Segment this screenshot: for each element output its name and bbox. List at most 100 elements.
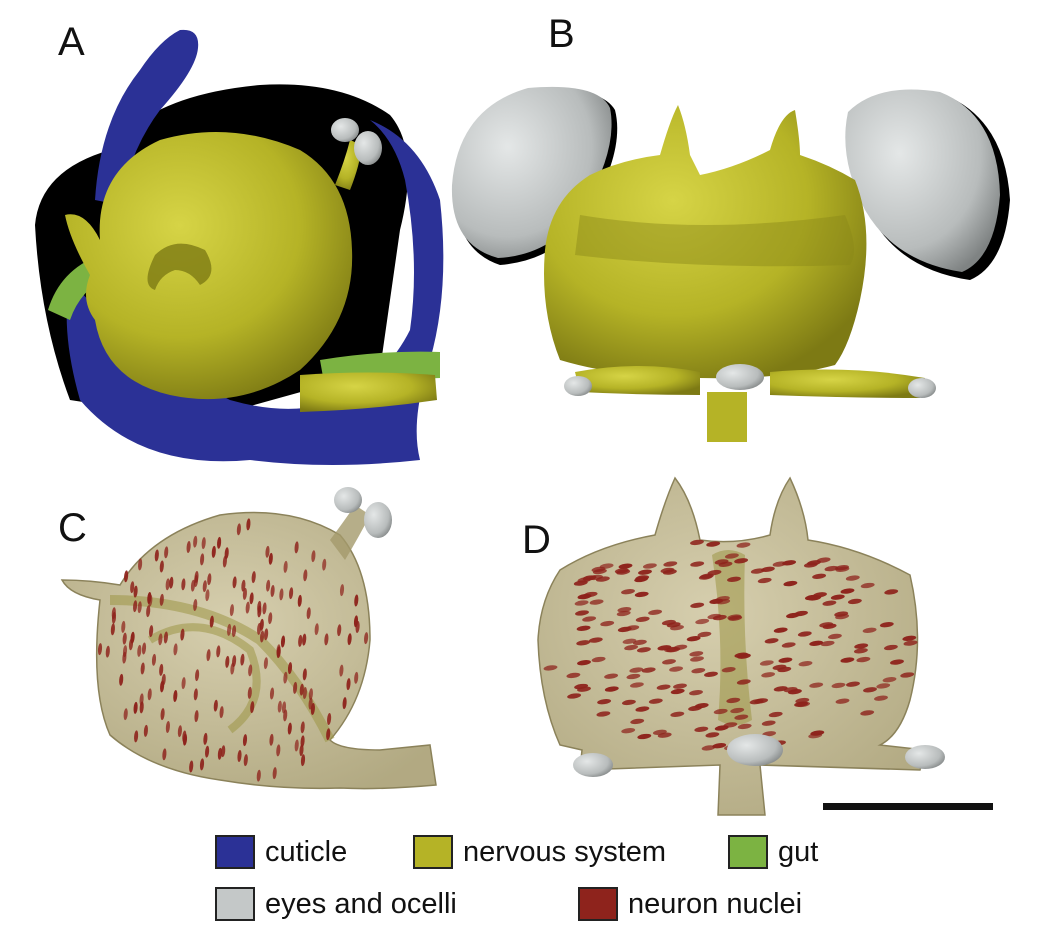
neuron-nucleus xyxy=(781,642,796,648)
neuron-nucleus xyxy=(121,620,126,633)
panel-a xyxy=(35,29,444,465)
neuron-nucleus xyxy=(902,635,917,641)
neuron-nucleus xyxy=(840,588,855,594)
neuron-nucleus xyxy=(221,745,226,758)
neuron-nucleus xyxy=(232,655,237,668)
neuron-nucleus xyxy=(137,644,142,657)
neuron-nucleus xyxy=(279,588,284,601)
neuron-nucleus xyxy=(242,734,248,747)
neuron-nucleus xyxy=(213,699,218,712)
neuron-nucleus xyxy=(306,607,311,620)
neuron-nucleus xyxy=(903,640,918,646)
neuron-nucleus xyxy=(302,687,307,699)
neuron-nucleus xyxy=(648,609,663,615)
neuron-nucleus xyxy=(119,673,124,686)
neuron-nucleus xyxy=(257,600,262,613)
neuron-nucleus xyxy=(180,628,185,641)
brain-b-shade xyxy=(575,215,854,267)
neuron-nucleus xyxy=(824,565,839,572)
neuron-nucleus xyxy=(728,615,743,621)
neuron-nucleus xyxy=(618,563,633,569)
neuron-nucleus xyxy=(809,682,824,688)
neuron-nucleus xyxy=(614,568,629,574)
neuron-nucleus xyxy=(860,582,875,589)
neuron-nucleus xyxy=(160,708,165,721)
neuron-nucleus xyxy=(190,579,196,592)
neuron-nucleus xyxy=(705,732,720,738)
neuron-nucleus xyxy=(209,615,214,628)
neuron-nucleus xyxy=(686,636,701,642)
neuron-nucleus xyxy=(831,682,846,689)
neuron-nucleus xyxy=(158,633,163,646)
legend-item-cuticle: cuticle xyxy=(215,835,347,869)
neuron-nucleus xyxy=(163,631,168,644)
neuron-nucleus xyxy=(690,656,704,662)
neuron-nucleus xyxy=(299,744,304,757)
panel-label-d: D xyxy=(522,518,551,562)
neuron-nucleus xyxy=(589,574,603,581)
neuron-nucleus xyxy=(713,708,728,715)
neuron-nucleus xyxy=(269,687,275,700)
neuron-nucleus xyxy=(794,701,809,707)
neuron-nucleus xyxy=(622,638,637,644)
neuron-nucleus xyxy=(302,633,307,646)
neuron-nucleus xyxy=(236,523,241,536)
nervous-tube xyxy=(300,372,437,412)
neuron-nucleus xyxy=(308,688,313,701)
neuron-nucleus xyxy=(854,643,869,649)
neuron-nucleus xyxy=(143,724,148,737)
neuron-nucleus xyxy=(820,640,835,647)
neuron-nucleus xyxy=(835,613,850,620)
neuron-nucleus xyxy=(736,653,751,659)
neuron-nucleus xyxy=(883,644,898,651)
neuron-nucleus xyxy=(884,589,899,595)
neuron-nucleus xyxy=(138,558,143,571)
cuticle-swatch xyxy=(215,835,255,869)
neuron-nucleus xyxy=(245,601,250,614)
neuron-nucleus xyxy=(670,625,684,631)
neuron-nucleus xyxy=(151,653,157,666)
neuron-nucleus xyxy=(599,563,614,569)
neuron-nucleus xyxy=(750,568,765,574)
neuron-nucleus xyxy=(596,711,611,717)
neuron-nucleus xyxy=(276,644,281,657)
neuron-nucleus xyxy=(662,659,676,665)
neuron-nucleus xyxy=(324,633,329,646)
neuron-nucleus xyxy=(122,645,128,658)
neuron-nucleus xyxy=(600,620,615,627)
legend-item-gut: gut xyxy=(728,835,818,869)
neuron-nucleus xyxy=(625,625,640,631)
neuron-nucleus xyxy=(206,649,211,662)
neuron-nucleus xyxy=(294,541,299,554)
neuron-nucleus xyxy=(322,558,327,571)
neuron-nucleus xyxy=(690,602,705,608)
neuron-nucleus xyxy=(648,698,663,704)
neuron-nucleus xyxy=(165,578,170,591)
neuron-nucleus xyxy=(582,616,597,622)
neuron-nucleus xyxy=(232,576,237,589)
neuron-nucleus xyxy=(177,725,182,738)
neuron-nucleus xyxy=(890,659,904,665)
neuron-nucleus xyxy=(629,667,644,673)
neuron-nucleus xyxy=(634,576,649,583)
neuron-nucleus xyxy=(222,555,227,568)
neuron-nucleus xyxy=(326,728,331,741)
legend-label-gut: gut xyxy=(778,835,819,868)
neuron-nucleus xyxy=(757,577,772,584)
neuron-nucleus xyxy=(840,657,855,663)
legend-label-eyes-and-ocelli: eyes and ocelli xyxy=(265,887,457,920)
neuron-nucleus xyxy=(133,701,138,714)
neuron-nucleus xyxy=(642,563,657,569)
neuron-nucleus xyxy=(256,769,261,782)
neuron-nucleus xyxy=(195,669,200,682)
neuron-nucleus xyxy=(189,760,194,773)
neuron-nucleus xyxy=(203,732,208,745)
neuron-nucleus xyxy=(193,535,198,548)
neuron-nucleus xyxy=(592,568,607,575)
neuron-nucleus xyxy=(761,672,776,678)
neuron-nucleus xyxy=(734,714,749,720)
neuron-nucleus xyxy=(297,594,302,607)
neuron-nucleus xyxy=(786,612,800,619)
neuron-nucleus xyxy=(635,616,650,622)
neuron-nucleus xyxy=(165,721,170,733)
